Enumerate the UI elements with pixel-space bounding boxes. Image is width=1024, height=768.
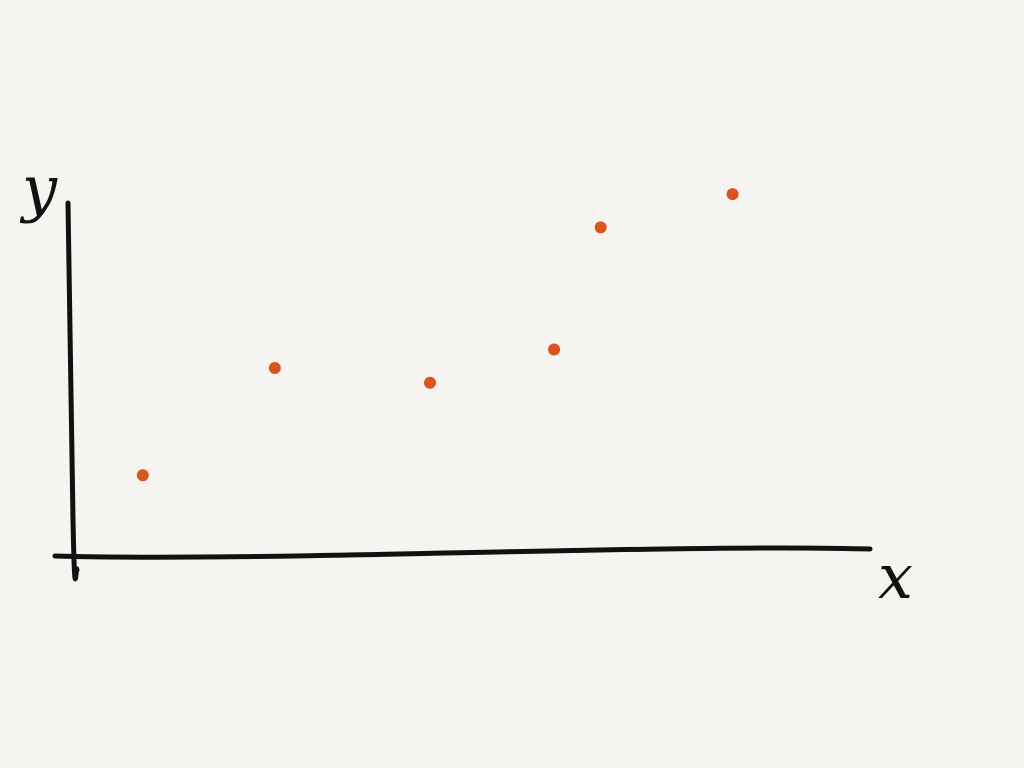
x-axis-line: [52, 545, 873, 560]
data-point-4: [548, 343, 561, 356]
y-axis-label: y: [19, 152, 58, 225]
data-point-5: [594, 221, 607, 234]
data-points: [136, 188, 739, 482]
data-point-1: [136, 469, 149, 482]
x-axis-label: x: [878, 540, 913, 613]
data-point-3: [424, 376, 436, 389]
data-point-2: [268, 362, 281, 374]
data-point-6: [726, 188, 739, 201]
y-axis-line: [65, 200, 80, 582]
